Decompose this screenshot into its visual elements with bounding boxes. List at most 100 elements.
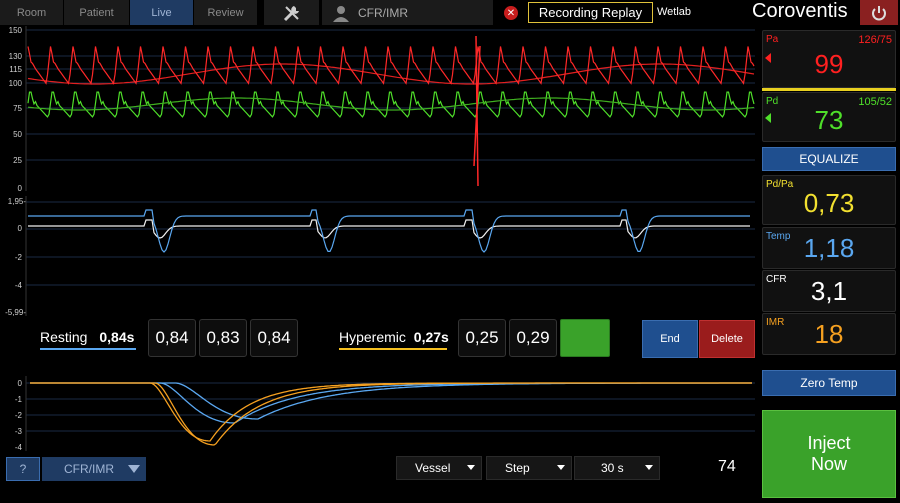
equalize-button[interactable]: EQUALIZE xyxy=(762,147,896,171)
bot-tick: -2 xyxy=(14,411,22,420)
hyperemic-sample-1[interactable]: 0,25 xyxy=(458,319,506,357)
step-label: Step xyxy=(505,461,530,475)
tab-live-label: Live xyxy=(151,6,172,19)
recording-label: Recording Replay xyxy=(538,5,643,20)
hyperemic-value: 0,27s xyxy=(413,329,449,345)
tab-room[interactable]: Room xyxy=(0,0,64,25)
mid-tick: 0 xyxy=(17,224,22,233)
mode-label: CFR/IMR xyxy=(358,5,408,20)
brand-logo: Coroventis xyxy=(752,0,848,22)
pd-marker-icon xyxy=(765,113,771,123)
pd-range: 105/52 xyxy=(858,96,892,108)
chevron-down-icon xyxy=(645,465,653,470)
resting-sample-2[interactable]: 0,83 xyxy=(199,319,247,357)
inject-now-button[interactable]: Inject Now xyxy=(762,410,896,498)
artifact-spike xyxy=(473,35,481,187)
temp-label: Temp xyxy=(766,231,791,242)
mode-dropdown[interactable]: CFR/IMR xyxy=(42,457,146,481)
bot-tick: 0 xyxy=(17,379,22,388)
mid-tick: 1,95- xyxy=(7,197,26,206)
hyperemic-underline xyxy=(339,348,447,350)
user-icon xyxy=(333,5,349,22)
pa-panel: Pa 126/75 99 xyxy=(762,30,896,88)
inject-label: Inject xyxy=(807,433,851,453)
settings-button[interactable] xyxy=(264,0,320,25)
top-tick: 130 xyxy=(8,52,22,61)
pdpa-value: 0,73 xyxy=(803,188,855,218)
bolus-curve-hyperemic-2 xyxy=(30,382,752,446)
resting-text: Resting xyxy=(40,329,88,345)
pd-trace xyxy=(27,91,755,118)
pdpa-panel: Pd/Pa 0,73 xyxy=(762,175,896,225)
mid-tick: -5,99- xyxy=(5,308,26,317)
imr-panel: IMR 18 xyxy=(762,313,896,355)
bot-tick: -4 xyxy=(14,443,22,452)
resting-label: Resting 0,84s xyxy=(40,329,134,345)
bolus-curve-hyperemic-1 xyxy=(30,382,752,442)
thermo-white-trace xyxy=(28,219,750,239)
close-icon[interactable]: ✕ xyxy=(504,6,518,20)
temp-value: 1,18 xyxy=(803,233,855,263)
time-label: 30 s xyxy=(601,461,624,475)
tab-live[interactable]: Live xyxy=(130,0,194,25)
hyperemic-text: Hyperemic xyxy=(339,329,406,345)
step-dropdown[interactable]: Step xyxy=(486,456,572,480)
pd-mean-trace xyxy=(27,97,755,111)
resting-underline xyxy=(40,348,136,350)
top-tick: 150 xyxy=(8,26,22,35)
mid-tick: -4 xyxy=(14,281,22,290)
pa-pd-divider xyxy=(762,88,896,91)
hyperemic-sample-2[interactable]: 0,29 xyxy=(509,319,557,357)
delete-button[interactable]: Delete xyxy=(699,320,755,358)
pa-trace xyxy=(27,46,755,85)
grid-lines xyxy=(26,29,755,432)
mid-tick: -2 xyxy=(14,253,22,262)
tab-patient[interactable]: Patient xyxy=(64,0,130,25)
cfr-label: CFR xyxy=(766,274,787,285)
top-tick: 100 xyxy=(8,79,22,88)
resting-sample-3[interactable]: 0,84 xyxy=(250,319,298,357)
resting-value: 0,84s xyxy=(99,329,135,345)
bolus-curve-resting-2 xyxy=(30,382,752,420)
top-tick: 75 xyxy=(13,104,22,113)
resting-sample-1[interactable]: 0,84 xyxy=(148,319,196,357)
tab-patient-label: Patient xyxy=(79,6,114,19)
tab-review-label: Review xyxy=(207,6,244,19)
top-tick: 115 xyxy=(9,65,22,74)
pa-value: 99 xyxy=(814,49,844,79)
help-button[interactable]: ? xyxy=(6,457,40,481)
time-dropdown[interactable]: 30 s xyxy=(574,456,660,480)
pd-value: 73 xyxy=(814,105,844,135)
power-button[interactable] xyxy=(860,0,898,25)
pa-marker-icon xyxy=(765,53,771,63)
top-tick: 0 xyxy=(17,184,22,193)
pdpa-label: Pd/Pa xyxy=(766,179,794,190)
bot-tick: -3 xyxy=(14,427,22,436)
bot-tick: -1 xyxy=(14,395,22,404)
hyperemic-label: Hyperemic 0,27s xyxy=(339,329,449,345)
heart-rate-value: 74 xyxy=(718,458,736,475)
chevron-down-icon xyxy=(128,465,140,473)
top-tick: 50 xyxy=(13,130,22,139)
cfr-panel: CFR 3,1 xyxy=(762,270,896,312)
mode-selector[interactable]: CFR/IMR xyxy=(322,0,494,25)
imr-label: IMR xyxy=(766,317,785,328)
zero-temp-button[interactable]: Zero Temp xyxy=(762,370,896,396)
tab-review[interactable]: Review xyxy=(194,0,258,25)
end-button[interactable]: End xyxy=(642,320,698,358)
thermo-blue-trace xyxy=(28,209,750,253)
mode-dropdown-label: CFR/IMR xyxy=(64,462,114,476)
vessel-dropdown[interactable]: Vessel xyxy=(396,456,482,480)
power-icon xyxy=(872,5,886,20)
pa-label: Pa xyxy=(766,34,779,45)
pd-panel: Pd 105/52 73 xyxy=(762,92,896,142)
pa-range: 126/75 xyxy=(858,34,892,46)
waveform-display xyxy=(25,26,755,451)
pd-label: Pd xyxy=(766,96,779,107)
vessel-label: Vessel xyxy=(415,461,451,475)
tab-room-label: Room xyxy=(16,6,47,19)
tools-icon xyxy=(283,5,299,21)
hyperemic-sample-3-empty[interactable] xyxy=(560,319,610,357)
site-label: Wetlab xyxy=(657,6,692,18)
temp-panel: Temp 1,18 xyxy=(762,227,896,269)
